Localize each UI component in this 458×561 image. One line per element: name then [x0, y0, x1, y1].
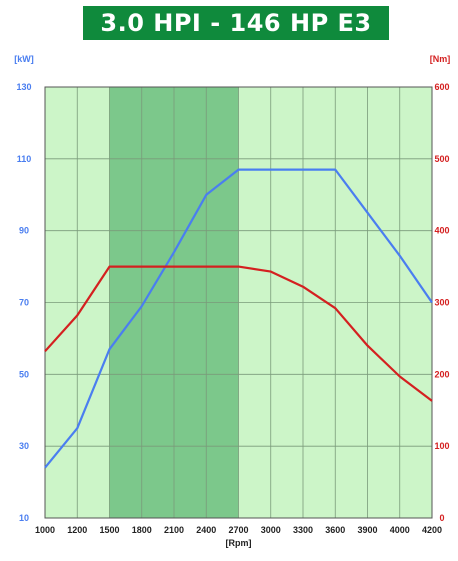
y-right-tick-label: 500: [434, 154, 449, 164]
y-right-tick-label: 200: [434, 369, 449, 379]
y-right-unit-label: [Nm]: [430, 54, 451, 64]
x-tick-label: 1800: [132, 525, 152, 535]
y-left-tick-label: 30: [19, 441, 29, 451]
x-tick-label: 3300: [293, 525, 313, 535]
y-left-unit-label: [kW]: [14, 54, 34, 64]
y-right-tick-label: 300: [434, 298, 449, 308]
y-right-tick-label: 0: [439, 513, 444, 523]
x-tick-label: 4200: [422, 525, 442, 535]
chart-title-banner: 3.0 HPI - 146 HP E3: [83, 6, 389, 40]
y-right-tick-label: 100: [434, 441, 449, 451]
y-right-tick-label: 400: [434, 226, 449, 236]
y-left-tick-label: 90: [19, 226, 29, 236]
x-tick-label: 3600: [325, 525, 345, 535]
y-left-tick-label: 130: [16, 82, 31, 92]
x-tick-label: 3900: [357, 525, 377, 535]
chart-title: 3.0 HPI - 146 HP E3: [100, 9, 372, 37]
x-tick-label: 1000: [35, 525, 55, 535]
torque-line: [44, 265, 433, 402]
y-left-tick-label: 110: [17, 154, 32, 164]
x-tick-label: 2700: [228, 525, 248, 535]
x-tick-label: 1500: [99, 525, 119, 535]
power-line: [44, 168, 433, 469]
x-tick-label: 2400: [196, 525, 216, 535]
y-left-tick-label: 50: [19, 369, 29, 379]
y-left-tick-label: 70: [19, 298, 29, 308]
x-tick-label: 3000: [261, 525, 281, 535]
x-unit-label: [Rpm]: [226, 538, 252, 548]
x-tick-label: 2100: [164, 525, 184, 535]
y-right-tick-label: 600: [434, 82, 449, 92]
y-left-tick-label: 10: [19, 513, 29, 523]
x-tick-label: 1200: [67, 525, 87, 535]
x-tick-label: 4000: [390, 525, 410, 535]
